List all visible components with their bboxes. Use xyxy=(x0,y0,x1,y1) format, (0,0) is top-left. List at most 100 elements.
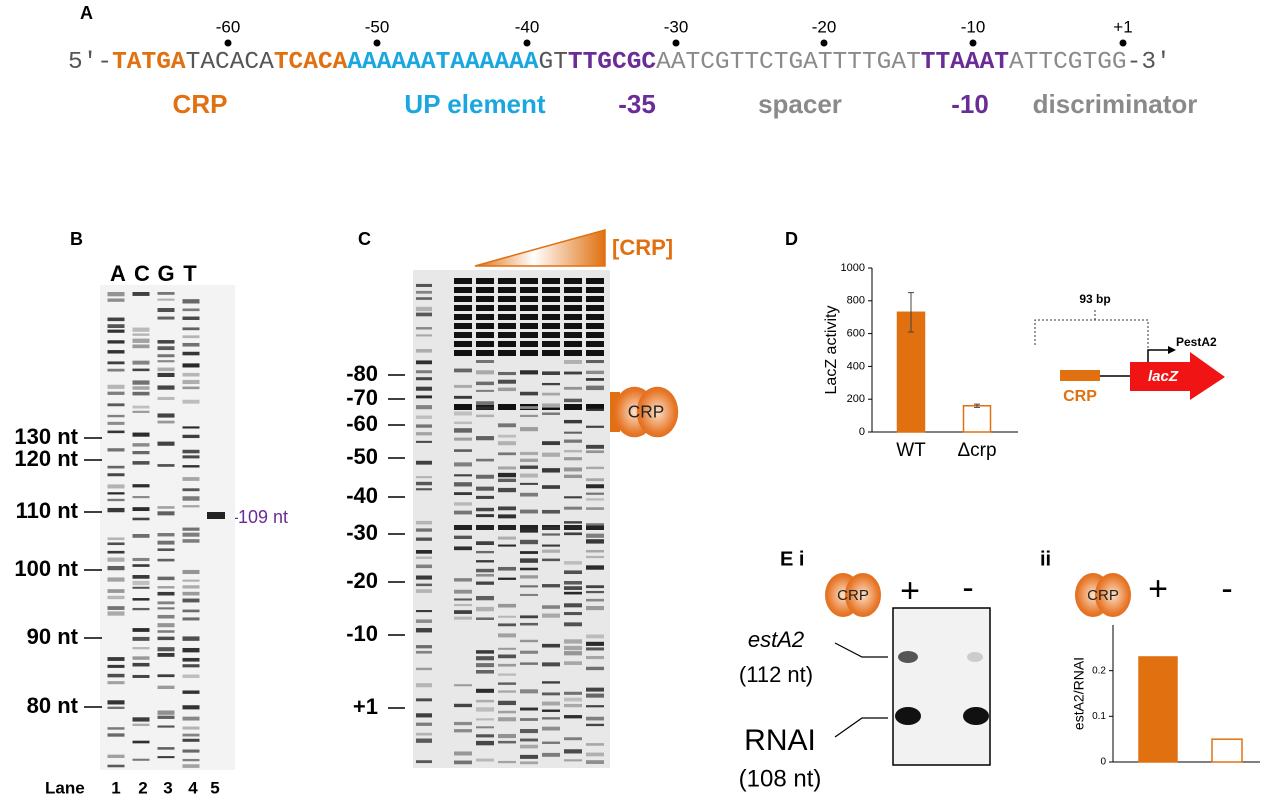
gel-band xyxy=(520,314,538,320)
promoter-arrowhead xyxy=(1168,346,1176,354)
gel-band xyxy=(454,525,472,530)
gel-band xyxy=(520,427,538,432)
gel-band xyxy=(107,595,125,600)
gel-band xyxy=(520,492,538,497)
gel-band xyxy=(132,580,150,586)
gel-band xyxy=(498,544,516,547)
lane-letter: G xyxy=(157,261,174,286)
panel-c: -80-70-60 -50 -40 -30 -20 -10 +1 xyxy=(346,270,610,768)
gel-band xyxy=(132,662,150,667)
gel-band xyxy=(586,693,604,698)
control-size: (108 nt) xyxy=(739,765,822,792)
gel-band xyxy=(454,404,472,410)
gel-band xyxy=(157,511,175,516)
gel-band xyxy=(107,368,125,372)
gel-band xyxy=(586,723,604,727)
gel-band xyxy=(107,664,125,668)
gel-band xyxy=(416,349,432,353)
gel-band xyxy=(157,591,175,596)
sequence-segment: AATCGTTCTGATTTTGAT xyxy=(656,49,921,76)
gel-band xyxy=(586,716,604,721)
gel-band xyxy=(107,681,125,685)
gel-band xyxy=(207,512,225,519)
gel-band xyxy=(107,700,125,705)
gel-band xyxy=(182,363,200,368)
gel-band xyxy=(107,733,125,737)
gel-band xyxy=(107,542,125,546)
gel-band xyxy=(132,717,150,722)
gel-band xyxy=(542,441,560,446)
bracket-label: 93 bp xyxy=(1079,292,1110,306)
lane-number: 4 xyxy=(188,778,198,797)
gel-band xyxy=(107,673,125,678)
gel-band xyxy=(157,636,175,641)
gel-band xyxy=(498,472,516,478)
gel-band xyxy=(586,585,604,589)
gel-band xyxy=(132,484,150,488)
gel-band xyxy=(476,341,494,347)
gel-band xyxy=(416,589,432,593)
position-dot xyxy=(373,39,381,47)
gel-band xyxy=(454,492,472,496)
gel-band xyxy=(586,590,604,594)
gel-band xyxy=(498,710,516,714)
gel-band xyxy=(586,634,604,639)
sequence-segment: -3′ xyxy=(1127,49,1171,76)
gel-band xyxy=(498,296,516,302)
gel-band xyxy=(132,386,150,390)
panel-a: -60 -50 -40 -30 -20 -10 +15′-TATGATACACATCACAA… xyxy=(68,17,1197,118)
gel-band xyxy=(182,758,200,762)
element-label: CRP xyxy=(173,89,228,119)
gel-band xyxy=(416,488,432,491)
bracket xyxy=(1034,310,1149,348)
gel-band xyxy=(132,636,150,641)
gel-band xyxy=(542,412,560,415)
gel-band xyxy=(476,474,494,479)
gel-band xyxy=(564,570,582,575)
gel-band xyxy=(157,441,175,446)
gel-band xyxy=(107,465,125,469)
gel-band xyxy=(586,705,604,708)
position-label: -10 xyxy=(961,17,986,36)
gel-band xyxy=(107,384,125,389)
gel-band xyxy=(520,551,538,554)
gel-band xyxy=(132,628,150,632)
position-marker: -10 xyxy=(346,621,378,646)
gel-band xyxy=(182,379,200,385)
gel-band xyxy=(586,425,604,428)
gel-band xyxy=(542,332,560,338)
gel-band xyxy=(107,473,125,477)
gel-band xyxy=(107,340,125,344)
gel-band xyxy=(157,316,175,320)
gel-band xyxy=(476,573,494,577)
gel-band xyxy=(476,541,494,546)
gel-band xyxy=(416,520,432,525)
gel-band xyxy=(454,721,472,726)
gel-band xyxy=(107,537,125,541)
gel-band xyxy=(564,386,582,390)
gel-band xyxy=(107,577,125,582)
panel-label: ii xyxy=(1040,548,1051,570)
gel-band xyxy=(476,740,494,746)
gel-band xyxy=(498,733,516,739)
gel-band xyxy=(107,565,125,571)
gel-band xyxy=(132,360,150,365)
gel-band xyxy=(498,760,516,764)
gel-band xyxy=(416,645,432,649)
y-tick-label: 0 xyxy=(859,426,865,438)
gel-band xyxy=(520,585,538,588)
gel-band xyxy=(586,655,604,660)
gel-band xyxy=(586,605,604,611)
gel-band xyxy=(542,752,560,757)
gel-band xyxy=(564,296,582,302)
gel-band xyxy=(416,722,432,726)
position-dot xyxy=(224,39,232,47)
position-label: -20 xyxy=(812,17,837,36)
gel-band xyxy=(520,622,538,626)
gel-band xyxy=(586,666,604,671)
gel-band xyxy=(520,350,538,356)
control-label: RNAI xyxy=(744,724,816,757)
gel-band xyxy=(182,505,200,508)
gel-band xyxy=(454,341,472,347)
